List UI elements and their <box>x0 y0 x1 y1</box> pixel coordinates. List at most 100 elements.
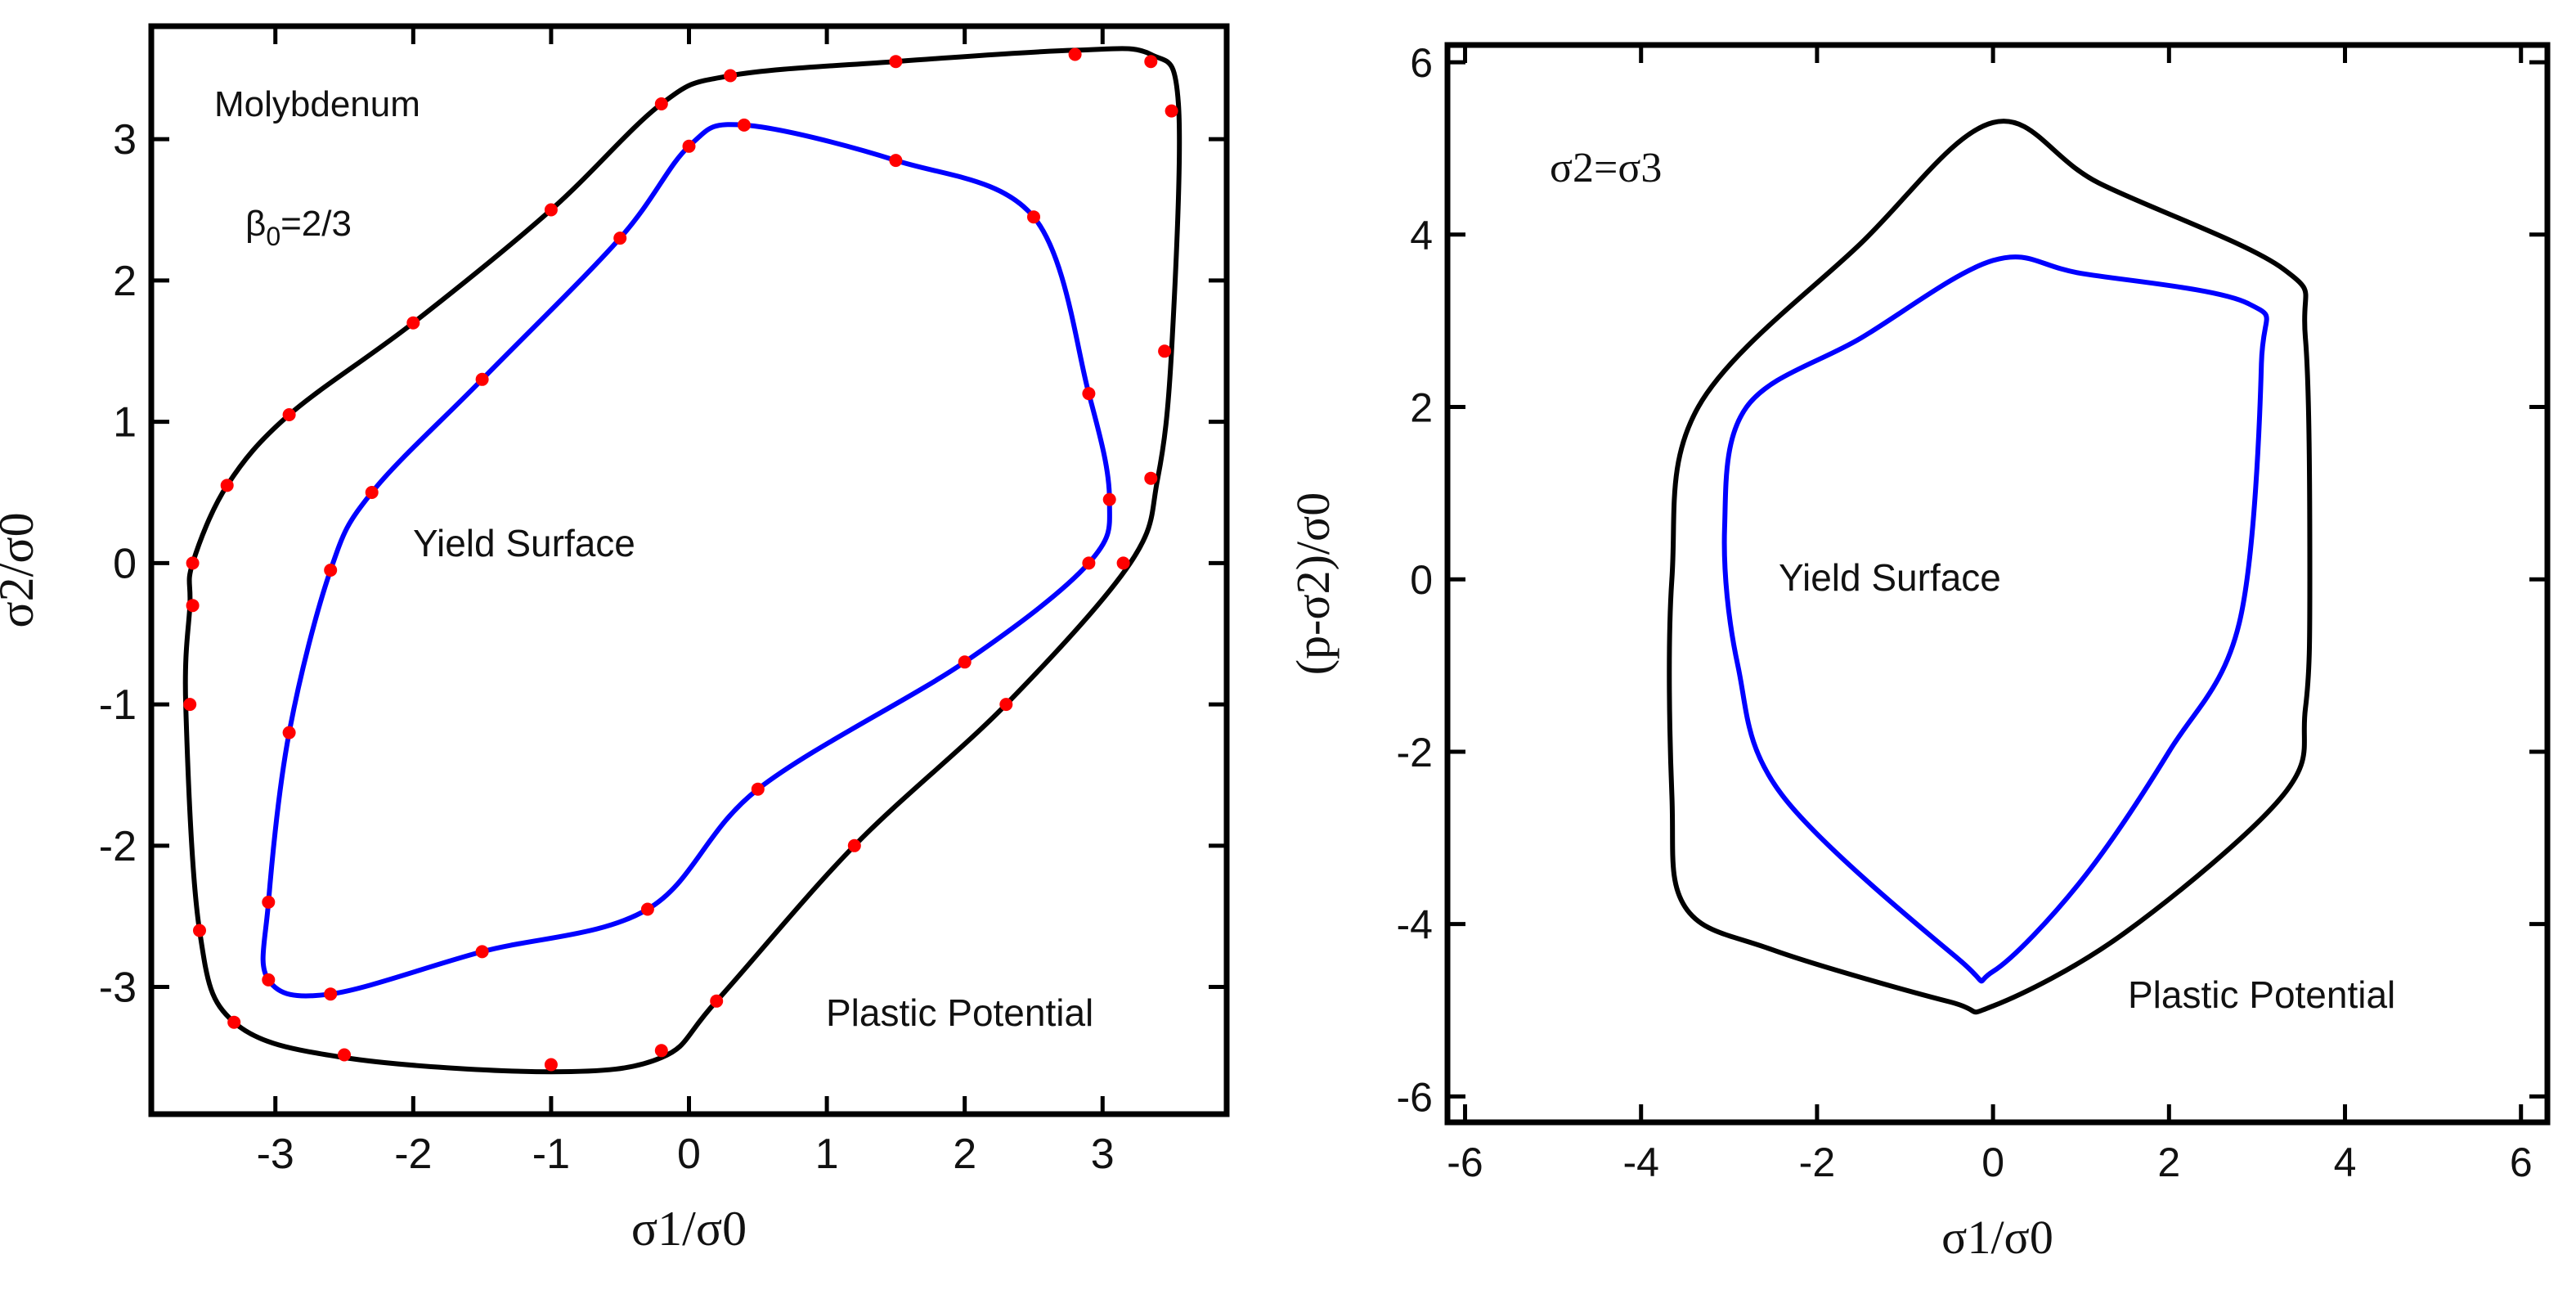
left-x-tick-label: -2 <box>394 1130 432 1178</box>
left-plot-frame <box>148 23 1230 1117</box>
left-data-point <box>1027 210 1040 224</box>
right-y-tick-label: -2 <box>1397 730 1433 775</box>
right-chart: -6 -4 -2 0 2 4 6 -6 -4 -2 0 2 4 6 σ1/σ0 (p-σ2)/σ0 σ2=σ3… <box>1286 40 2551 1264</box>
right-x-axis-label: σ1/σ0 <box>1941 1211 2053 1264</box>
left-y-axis-label: σ2/σ0 <box>0 512 43 627</box>
left-x-axis-label: σ1/σ0 <box>631 1202 747 1256</box>
left-yield-surface-label: Yield Surface <box>413 522 635 564</box>
left-data-point <box>640 902 654 916</box>
left-data-point <box>889 154 903 168</box>
right-y-tick-label: -6 <box>1397 1074 1433 1120</box>
beta-value: =2/3 <box>280 204 352 244</box>
right-series-plastic-potential <box>1667 119 2313 1015</box>
left-series-plastic-potential <box>182 46 1183 1075</box>
left-x-tick-label: 1 <box>815 1130 839 1178</box>
right-y-tick-label: 6 <box>1410 40 1433 86</box>
left-data-point <box>324 564 338 577</box>
right-plastic-potential-label: Plastic Potential <box>2128 973 2395 1016</box>
left-data-point <box>1165 104 1178 118</box>
left-data-point <box>186 599 200 613</box>
left-x-tick-label: -1 <box>532 1130 570 1178</box>
left-axes: -3 -2 -1 0 1 2 3 -3 -2 -1 0 1 2 3 σ1/σ0 σ2/σ0 <box>0 23 1230 1256</box>
left-data-point <box>1082 556 1096 570</box>
right-x-tick-label: 6 <box>2510 1139 2533 1185</box>
left-data-point <box>193 924 206 937</box>
left-data-point <box>186 556 200 570</box>
right-y-tick-label: 0 <box>1410 557 1433 603</box>
left-data-point <box>999 698 1013 712</box>
left-y-tick-label: -3 <box>99 964 137 1012</box>
right-y-tick-label: 2 <box>1410 385 1433 431</box>
left-data-point <box>262 895 276 909</box>
left-data-point <box>737 118 751 132</box>
left-data-point <box>338 1048 351 1062</box>
left-data-point <box>724 69 738 83</box>
left-data-point <box>847 838 861 852</box>
left-y-tick-label: -2 <box>99 823 137 870</box>
left-data-point <box>544 203 558 217</box>
left-data-point <box>654 97 668 110</box>
beta-subscript: 0 <box>266 222 280 251</box>
left-data-point <box>958 655 972 669</box>
right-x-tick-label: 4 <box>2334 1139 2357 1185</box>
left-data-point <box>1082 387 1096 401</box>
left-data-point <box>475 945 489 959</box>
left-y-tick-label: 1 <box>113 399 137 447</box>
left-series-yield-surface <box>260 122 1112 999</box>
right-y-tick-label: 4 <box>1410 213 1433 258</box>
right-x-tick-label: 2 <box>2157 1139 2180 1185</box>
left-data-point <box>406 316 420 330</box>
right-series-yield-surface <box>1721 254 2269 984</box>
right-plot-frame <box>1444 42 2551 1126</box>
left-data-point <box>1144 471 1158 485</box>
left-plastic-potential-label: Plastic Potential <box>826 991 1093 1034</box>
left-data-point <box>183 698 197 712</box>
right-x-tick-label: 0 <box>1981 1139 2004 1185</box>
left-x-tick-label: 2 <box>953 1130 976 1178</box>
left-data-point <box>654 1044 668 1058</box>
left-data-point <box>682 139 696 153</box>
right-yield-surface-label: Yield Surface <box>1779 556 2001 599</box>
right-plot-area <box>1667 119 2313 1015</box>
left-y-tick-label: 3 <box>113 116 137 164</box>
left-data-point <box>365 486 379 499</box>
left-y-tick-label: 2 <box>113 258 137 305</box>
right-x-tick-label: -6 <box>1447 1139 1483 1185</box>
right-y-axis-label: (p-σ2)/σ0 <box>1286 492 1340 676</box>
left-plot-area <box>182 46 1183 1075</box>
beta-label: β0=2/3 <box>245 204 352 251</box>
left-data-point <box>1102 492 1116 506</box>
right-y-tick-label: -4 <box>1397 902 1433 948</box>
right-x-tick-label: -4 <box>1622 1139 1658 1185</box>
right-labels: σ2=σ3 Yield Surface Plastic Potential <box>1550 145 2395 1016</box>
left-data-point <box>220 479 234 492</box>
left-chart: -3 -2 -1 0 1 2 3 -3 -2 -1 0 1 2 3 σ1/σ0 σ2/σ0 Molybdenu… <box>0 23 1230 1256</box>
left-data-point <box>1116 556 1130 570</box>
condition-label: σ2=σ3 <box>1550 145 1662 191</box>
left-data-point <box>282 726 296 739</box>
beta-symbol: β <box>245 204 266 244</box>
left-data-point <box>1068 47 1082 61</box>
left-data-point <box>262 973 276 987</box>
left-data-point <box>889 55 903 69</box>
left-data-point <box>751 782 765 796</box>
left-y-tick-label: 0 <box>113 540 137 587</box>
left-data-point <box>613 231 627 245</box>
left-x-tick-label: 3 <box>1091 1130 1115 1178</box>
right-x-tick-label: -2 <box>1799 1139 1835 1185</box>
left-data-point <box>544 1058 558 1072</box>
left-y-tick-label: -1 <box>99 681 137 729</box>
left-x-tick-label: 0 <box>677 1130 701 1178</box>
left-x-tick-label: -3 <box>257 1130 294 1178</box>
right-axes: -6 -4 -2 0 2 4 6 -6 -4 -2 0 2 4 6 σ1/σ0 (p-σ2)/σ0 <box>1286 40 2551 1264</box>
left-data-point <box>1144 55 1158 69</box>
left-data-point <box>324 987 338 1001</box>
left-data-point <box>1158 344 1172 358</box>
material-label: Molybdenum <box>214 84 420 124</box>
left-labels: Molybdenum β0=2/3 Yield Surface Plastic Pot… <box>214 84 1093 1034</box>
left-data-point <box>282 408 296 421</box>
left-data-point <box>227 1015 241 1029</box>
left-data-point <box>475 372 489 386</box>
left-data-point <box>710 994 724 1008</box>
